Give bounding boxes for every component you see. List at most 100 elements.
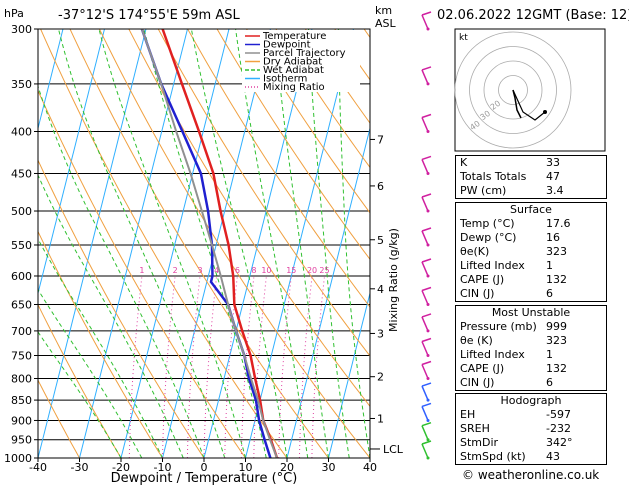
- credit: © weatheronline.co.uk: [462, 468, 600, 482]
- table-row: CAPE (J) 132: [456, 362, 606, 376]
- y-tick-label: 850: [11, 394, 32, 407]
- row-value: 1: [546, 259, 553, 272]
- wind-barb-station: [426, 243, 430, 247]
- dry-adiabat: [246, 29, 370, 214]
- hodograph-table-box: Hodograph EH -597 SREH -232 StmDir 342° StmSpd…: [455, 393, 607, 465]
- row-label: Pressure (mb): [460, 320, 537, 333]
- wind-barb: [421, 159, 429, 174]
- table-row: Lifted Index 1: [456, 348, 606, 362]
- mixing-ratio-line: [240, 275, 255, 458]
- wind-barb: [421, 425, 429, 441]
- mixing-ratio-line: [203, 275, 218, 458]
- y-tick-label: 450: [11, 167, 32, 180]
- isotherm: [203, 29, 313, 458]
- surface-box: Surface Temp (°C) 17.6 Dewp (°C) 16 θe(K) 323…: [455, 202, 607, 302]
- row-value: -597: [546, 408, 571, 421]
- row-label: Temp (°C): [460, 217, 515, 230]
- hodograph-trace-2: [512, 89, 546, 121]
- isotherm: [38, 29, 147, 458]
- row-value: 1: [546, 348, 553, 361]
- row-label: StmDir: [460, 436, 499, 449]
- isotherm: [38, 29, 105, 296]
- table-row: Temp (°C) 17.6: [456, 217, 606, 231]
- dry-adiabat: [157, 29, 370, 357]
- mixing-ratio-label: 3: [197, 266, 202, 275]
- lcl-label: LCL: [383, 443, 404, 456]
- row-value: 323: [546, 245, 567, 258]
- mixing-ratio-line: [162, 275, 176, 458]
- x-tick-label: -10: [154, 461, 172, 474]
- mixing-ratio-label: 2: [173, 266, 178, 275]
- row-label: Lifted Index: [460, 348, 525, 361]
- wind-barb-flag: [421, 258, 432, 263]
- row-value: 6: [546, 287, 553, 300]
- y-tick-label: 400: [11, 126, 32, 139]
- wind-barb: [421, 230, 429, 246]
- row-label: θe(K): [460, 245, 490, 258]
- mixing-ratio-label: 25: [319, 266, 329, 275]
- km-tick-label: 7: [377, 133, 384, 146]
- row-label: Dewp (°C): [460, 231, 517, 244]
- wind-barb-station: [426, 130, 430, 134]
- wind-barb-flag: [421, 227, 432, 232]
- table-row: StmDir 342°: [456, 436, 606, 450]
- background-lines: [38, 29, 370, 458]
- km-tick-label: 4: [377, 283, 384, 296]
- wind-barb: [421, 117, 429, 132]
- x-tick-label: 20: [280, 461, 294, 474]
- dry-adiabat: [38, 379, 80, 458]
- hodograph-frame: [454, 28, 606, 152]
- asl-unit: ASL: [375, 17, 396, 30]
- wind-barb-flag: [421, 360, 432, 366]
- dry-adiabat: [275, 29, 370, 169]
- wind-barb-station: [426, 376, 430, 380]
- dry-adiabat: [216, 29, 370, 261]
- wind-barb-flag: [421, 11, 432, 16]
- y-tick-label: 1000: [4, 452, 32, 465]
- y-tick-label: 550: [11, 239, 32, 252]
- wind-barb: [421, 196, 429, 212]
- datetime: 02.06.2022 12GMT (Base: 12): [437, 8, 629, 23]
- y-tick-label: 700: [11, 325, 32, 338]
- row-label: SREH: [460, 422, 490, 435]
- wind-barb: [421, 364, 429, 379]
- y-tick-label: 950: [11, 434, 32, 447]
- wind-barb-station: [426, 438, 430, 442]
- mixing-ratio-label: 4: [214, 266, 219, 275]
- most-unstable-box: Most Unstable Pressure (mb) 999 θe (K) 323 L…: [455, 305, 607, 391]
- wet-adiabat: [38, 331, 122, 458]
- row-label: CIN (J): [460, 376, 495, 389]
- mixing-ratio-line: [278, 275, 292, 458]
- wind-barb: [421, 385, 429, 401]
- row-value: 47: [546, 170, 560, 183]
- isotherm: [245, 29, 354, 458]
- row-label: K: [460, 156, 468, 169]
- wet-adiabat: [235, 29, 309, 458]
- dry-adiabat: [187, 29, 370, 308]
- mixing-ratio-label: 1: [139, 266, 144, 275]
- y-tick-label: 300: [11, 23, 32, 36]
- mixing-ratio-line: [224, 275, 238, 458]
- x-tick-label: 40: [363, 461, 377, 474]
- hpa-unit: hPa: [4, 7, 24, 20]
- hodograph-ring: [483, 60, 543, 120]
- row-value: 17.6: [546, 217, 571, 230]
- wind-barb-station: [426, 171, 430, 175]
- wind-barbs: [421, 11, 432, 460]
- wind-barb: [421, 14, 429, 30]
- row-value: 132: [546, 273, 567, 286]
- indices-box: K 33 Totals Totals 47 PW (cm) 3.4: [455, 155, 607, 199]
- y-tick-label: 800: [11, 372, 32, 385]
- legend-label: Dry Adiabat: [263, 57, 322, 68]
- mixing-ratio-line: [311, 275, 326, 458]
- row-value: 6: [546, 376, 553, 389]
- row-value: 3.4: [546, 184, 564, 197]
- wind-barb-station: [426, 353, 430, 357]
- x-tick-label: -30: [71, 461, 89, 474]
- table-row: PW (cm) 3.4: [456, 184, 606, 198]
- hodograph-unit: kt: [459, 33, 468, 43]
- series-parcel-trajectory: [140, 29, 278, 458]
- wet-adiabat: [337, 29, 370, 458]
- km-tick-label: 1: [377, 412, 384, 425]
